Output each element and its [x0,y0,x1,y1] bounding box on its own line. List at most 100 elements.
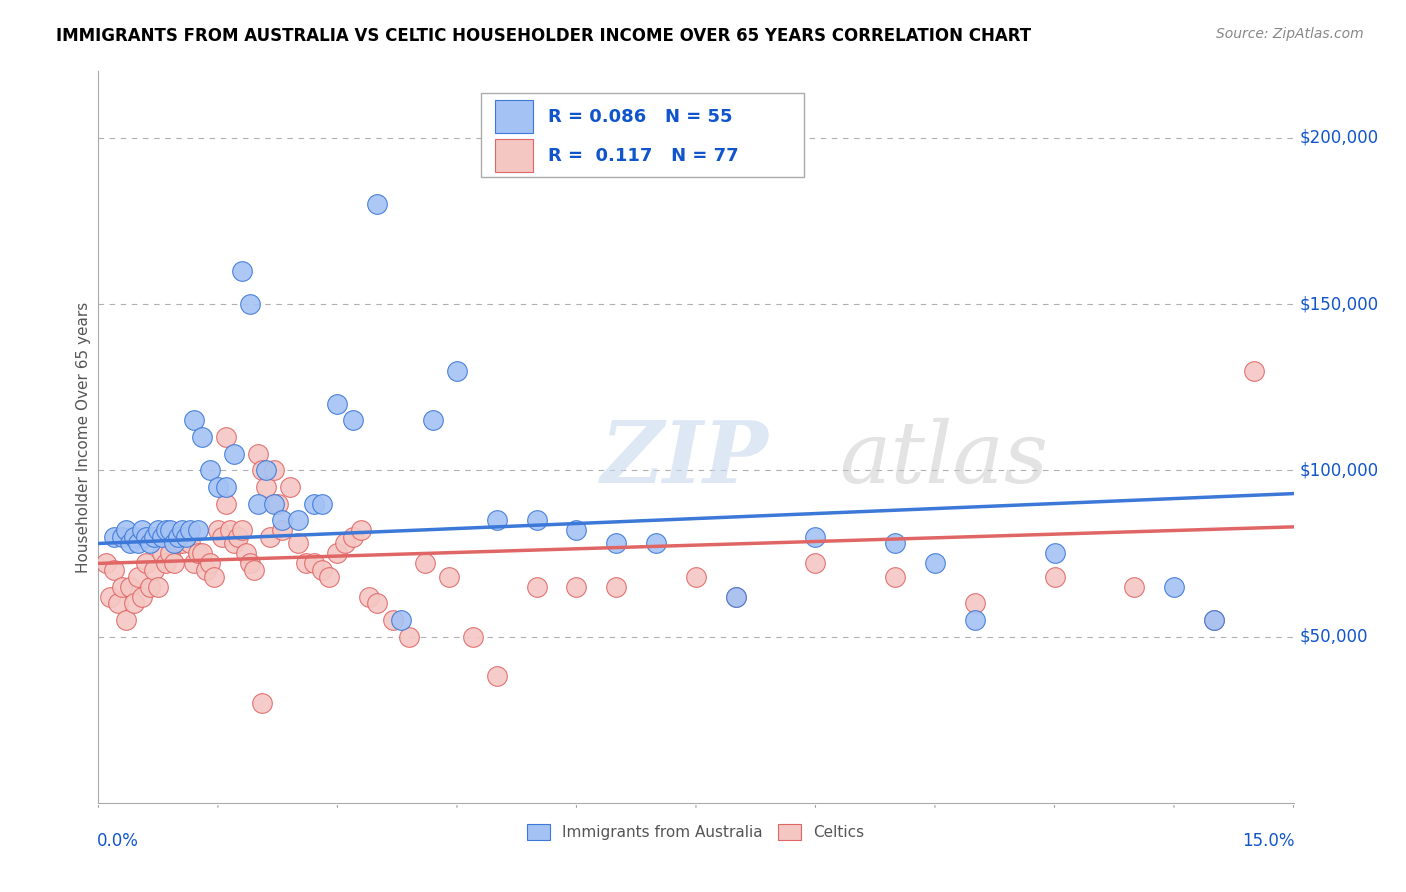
Point [389,613,412,627]
Point [326,546,349,560]
Point [111,580,134,594]
Point [124,530,146,544]
Point [398,630,420,644]
Point [172,536,194,550]
Text: IMMIGRANTS FROM AUSTRALIA VS CELTIC HOUSEHOLDER INCOME OVER 65 YEARS CORRELATION: IMMIGRANTS FROM AUSTRALIA VS CELTIC HOUS… [56,27,1032,45]
Point [159,523,181,537]
Point [335,536,357,550]
Point [318,570,340,584]
Point [605,536,627,550]
Point [294,557,316,571]
Point [155,523,177,537]
Point [804,557,827,571]
Point [179,523,201,537]
Point [235,546,257,560]
Point [103,563,125,577]
Point [148,580,170,594]
Point [963,613,986,627]
Text: R = 0.086   N = 55: R = 0.086 N = 55 [548,108,733,126]
Point [311,497,333,511]
Point [143,563,166,577]
Point [254,480,277,494]
Point [215,430,238,444]
Point [526,580,548,594]
Point [422,413,444,427]
Point [198,463,221,477]
Point [366,197,388,211]
Point [135,557,157,571]
Point [243,563,266,577]
Text: $150,000: $150,000 [1299,295,1379,313]
Point [526,513,548,527]
Point [246,497,269,511]
Point [174,530,197,544]
Point [884,570,907,584]
Point [250,696,273,710]
Point [127,536,149,550]
Point [963,596,986,610]
Point [174,530,197,544]
Point [485,513,508,527]
Point [250,463,273,477]
Point [207,523,229,537]
FancyBboxPatch shape [481,94,804,178]
Point [765,147,787,161]
Point [239,297,262,311]
Point [382,613,405,627]
Point [302,497,325,511]
Point [115,613,138,627]
Point [645,536,668,550]
Point [211,530,233,544]
Point [231,523,253,537]
Text: $50,000: $50,000 [1299,628,1368,646]
Point [259,530,281,544]
Point [226,530,249,544]
Point [195,563,218,577]
Text: 15.0%: 15.0% [1243,832,1295,850]
Point [605,580,627,594]
Point [131,523,153,537]
Point [724,590,747,604]
Point [246,447,269,461]
Point [239,557,262,571]
FancyBboxPatch shape [495,139,533,172]
Text: Source: ZipAtlas.com: Source: ZipAtlas.com [1216,27,1364,41]
Point [135,530,157,544]
Point [183,413,205,427]
Point [222,447,245,461]
Point [131,590,153,604]
Point [437,570,460,584]
Point [215,497,238,511]
Point [163,557,186,571]
Point [287,513,309,527]
Point [1243,363,1265,377]
Point [103,530,125,544]
Y-axis label: Householder Income Over 65 years: Householder Income Over 65 years [76,301,91,573]
Text: atlas: atlas [839,417,1049,500]
Point [183,557,205,571]
Point [148,523,170,537]
Text: 0.0%: 0.0% [97,832,139,850]
Point [150,546,173,560]
Point [222,536,245,550]
Point [485,669,508,683]
Point [120,536,142,550]
Point [202,570,225,584]
Point [167,536,190,550]
Point [150,530,173,544]
Point [215,480,238,494]
Point [127,570,149,584]
Point [302,557,325,571]
Point [326,397,349,411]
Point [366,596,388,610]
Point [1043,570,1066,584]
Point [270,523,292,537]
Point [1123,580,1146,594]
Legend: Immigrants from Australia, Celtics: Immigrants from Australia, Celtics [522,818,870,847]
Point [120,580,142,594]
Point [565,523,588,537]
Point [254,463,277,477]
Point [1043,546,1066,560]
Point [219,523,242,537]
Point [342,413,364,427]
